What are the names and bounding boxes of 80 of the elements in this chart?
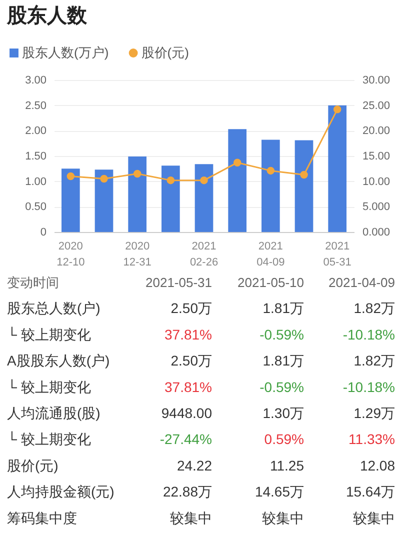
text: 15.64万 (346, 484, 395, 500)
point (100, 174, 108, 183)
bar (194, 164, 214, 232)
text: 变动时间 (7, 275, 59, 290)
text: 较集中 (353, 510, 395, 526)
point (166, 176, 175, 184)
text: 1.30万 (262, 405, 304, 421)
bar (62, 168, 80, 232)
y-tick-label: 0 (40, 226, 46, 238)
x-tick-label: 2021 04-09 (256, 240, 285, 268)
text: 较集中 (262, 510, 304, 526)
y2-tick-label: 10.00 (362, 176, 390, 188)
text: 12.08 (360, 457, 395, 474)
bar (94, 170, 114, 232)
bar (128, 156, 146, 232)
category-label: 股价(元) (7, 457, 58, 474)
category-label: 2021-05-10 (238, 275, 304, 290)
category-label: 2021-04-09 (328, 275, 395, 290)
text: 37.81% (164, 326, 212, 342)
x-tick-label: 2021 05-31 (323, 240, 352, 268)
text: 24.22 (176, 457, 212, 474)
text: 9448.00 (161, 405, 212, 421)
bar (328, 105, 346, 232)
category-label: 2021-05-31 (146, 275, 212, 290)
y-tick-label: 1.00 (25, 176, 46, 188)
text: 2.50万 (170, 352, 212, 369)
text: 0.59% (264, 431, 304, 448)
bar (228, 129, 246, 232)
text: 1.82万 (354, 352, 395, 369)
category-label: 人均流通股(股) (7, 405, 100, 421)
text: 11.33% (348, 431, 395, 448)
y-tick-label: 1.50 (25, 150, 46, 162)
bar (162, 166, 180, 232)
point (300, 170, 308, 179)
y2-tick-label: 25.00 (362, 100, 390, 112)
text: -10.18% (342, 378, 395, 395)
category-label: 筹码集中度 (7, 510, 77, 526)
y-tick-label: 2.50 (25, 100, 46, 112)
y-tick-label: 3.00 (25, 74, 46, 86)
text: 14.65万 (254, 484, 304, 500)
x-tick-label: 2020 12-31 (123, 240, 152, 268)
text: 37.81% (164, 378, 212, 395)
chart-title: 股东人数 (6, 4, 88, 27)
text: 较集中 (170, 510, 212, 526)
legend-label: 股价(元) (141, 45, 189, 60)
category-label: 人均持股金额(元) (7, 484, 114, 500)
text: 2.50万 (170, 300, 212, 316)
category-label: └ 较上期变化 (7, 378, 91, 395)
text: -0.59% (260, 326, 304, 342)
y2-tick-label: 20.00 (362, 125, 390, 138)
category-label: A股股东人数(户) (7, 352, 110, 369)
y2-tick-label: 0.000 (362, 226, 390, 238)
x-tick-label: 2020 12-10 (56, 240, 85, 268)
point (200, 176, 208, 184)
bar (262, 140, 280, 232)
x-tick-label: 2021 02-26 (190, 240, 218, 268)
text: 1.81万 (262, 352, 304, 369)
point (133, 170, 142, 178)
bar (294, 140, 314, 232)
category-label: 股东总人数(户) (7, 300, 100, 316)
y2-tick-label: 5.000 (362, 201, 390, 214)
point (333, 106, 342, 114)
y-tick-label: 0.50 (25, 201, 46, 214)
text: -0.59% (260, 378, 304, 395)
text: 22.88万 (162, 484, 212, 500)
category-label: └ 较上期变化 (7, 326, 91, 342)
y2-tick-label: 30.00 (362, 74, 390, 86)
point (266, 166, 275, 175)
category-label: └ 较上期变化 (7, 431, 91, 448)
text: -10.18% (342, 326, 395, 342)
legend-label: 股东人数(万户) (22, 45, 109, 60)
text: 1.82万 (354, 300, 395, 316)
text: 1.81万 (262, 300, 304, 316)
point (233, 158, 242, 166)
y-tick-label: 2.00 (25, 125, 46, 138)
text: 11.25 (270, 457, 304, 474)
text: 1.29万 (354, 405, 395, 421)
y2-tick-label: 15.00 (362, 150, 390, 162)
point (66, 172, 75, 180)
text: -27.44% (160, 431, 212, 448)
